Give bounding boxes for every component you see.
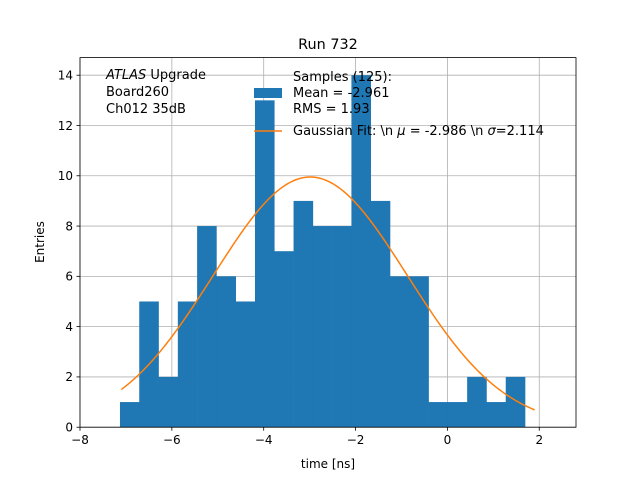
histogram-bar <box>447 402 468 428</box>
x-tick-label: −2 <box>347 433 365 447</box>
legend-fit-mu-value: = -2.986 \n <box>406 124 488 139</box>
histogram-bar <box>235 301 256 428</box>
y-tick-label: 4 <box>65 320 73 334</box>
histogram-bar <box>216 276 236 428</box>
annotation-line1: ATLAS Upgrade <box>105 68 206 83</box>
plot-frame <box>79 57 577 428</box>
annotation-atlas: ATLAS <box>105 68 146 83</box>
gaussian-fit-curve <box>120 176 535 411</box>
histogram-bar <box>312 226 333 428</box>
y-tick-label: 8 <box>65 219 73 233</box>
histogram-bar <box>390 276 410 428</box>
grid-lines <box>79 57 576 428</box>
legend-hist-line2: Mean = -2.961 <box>293 86 389 101</box>
chart-title: Run 732 <box>298 37 358 53</box>
x-axis-ticks: −8 −6 −4 −2 0 2 <box>71 427 543 447</box>
x-tick-label: −4 <box>255 433 273 447</box>
y-tick-label: 14 <box>58 69 73 83</box>
legend-hist-line3: RMS = 1.93 <box>293 102 370 117</box>
x-tick-label: −6 <box>163 433 181 447</box>
annotation-line2: Board260 <box>106 85 169 100</box>
legend-hist-line1: Samples (125): <box>293 70 392 85</box>
y-axis-ticks: 0 2 4 6 8 10 12 14 <box>58 69 80 435</box>
histogram-bar <box>254 100 275 428</box>
legend-fit-sigma-symbol: σ <box>488 124 497 139</box>
histogram-bar <box>428 402 449 428</box>
annotation-line3: Ch012 35dB <box>106 102 186 117</box>
legend-fit-sigma-value: =2.114 <box>496 124 544 139</box>
histogram-bar <box>274 251 294 428</box>
legend-fit-prefix: Gaussian Fit: \n <box>293 124 397 139</box>
y-tick-label: 10 <box>58 169 73 183</box>
y-tick-label: 2 <box>65 370 73 384</box>
x-tick-label: 2 <box>535 433 543 447</box>
histogram-bar <box>158 376 179 428</box>
histogram-bar <box>293 200 314 428</box>
histogram-bar <box>486 402 507 428</box>
histogram-bar <box>505 376 526 428</box>
y-tick-label: 12 <box>58 119 73 133</box>
x-tick-label: 0 <box>444 433 452 447</box>
histogram-bar <box>197 226 217 428</box>
annotation-upgrade: Upgrade <box>146 68 206 83</box>
histogram-bar <box>177 301 198 428</box>
y-tick-label: 0 <box>65 421 73 435</box>
atlas-annotation: ATLAS Upgrade Board260 Ch012 35dB <box>105 68 206 117</box>
histogram-bars <box>119 75 526 428</box>
histogram-bar <box>467 376 487 428</box>
histogram-bar <box>332 226 352 428</box>
y-tick-label: 6 <box>65 270 73 284</box>
legend: Samples (125): Mean = -2.961 RMS = 1.93 … <box>254 70 544 139</box>
histogram-bar <box>409 276 429 428</box>
x-axis-label: time [ns] <box>301 457 355 471</box>
legend-fit-label: Gaussian Fit: \n μ = -2.986 \n σ=2.114 <box>293 124 544 139</box>
legend-hist-swatch <box>254 88 282 98</box>
histogram-bar <box>351 75 372 428</box>
y-axis-label: Entries <box>33 221 47 263</box>
legend-fit-mu-symbol: μ <box>396 124 405 139</box>
x-tick-label: −8 <box>71 433 89 447</box>
histogram-bar <box>119 402 140 428</box>
histogram-bar <box>370 200 391 428</box>
